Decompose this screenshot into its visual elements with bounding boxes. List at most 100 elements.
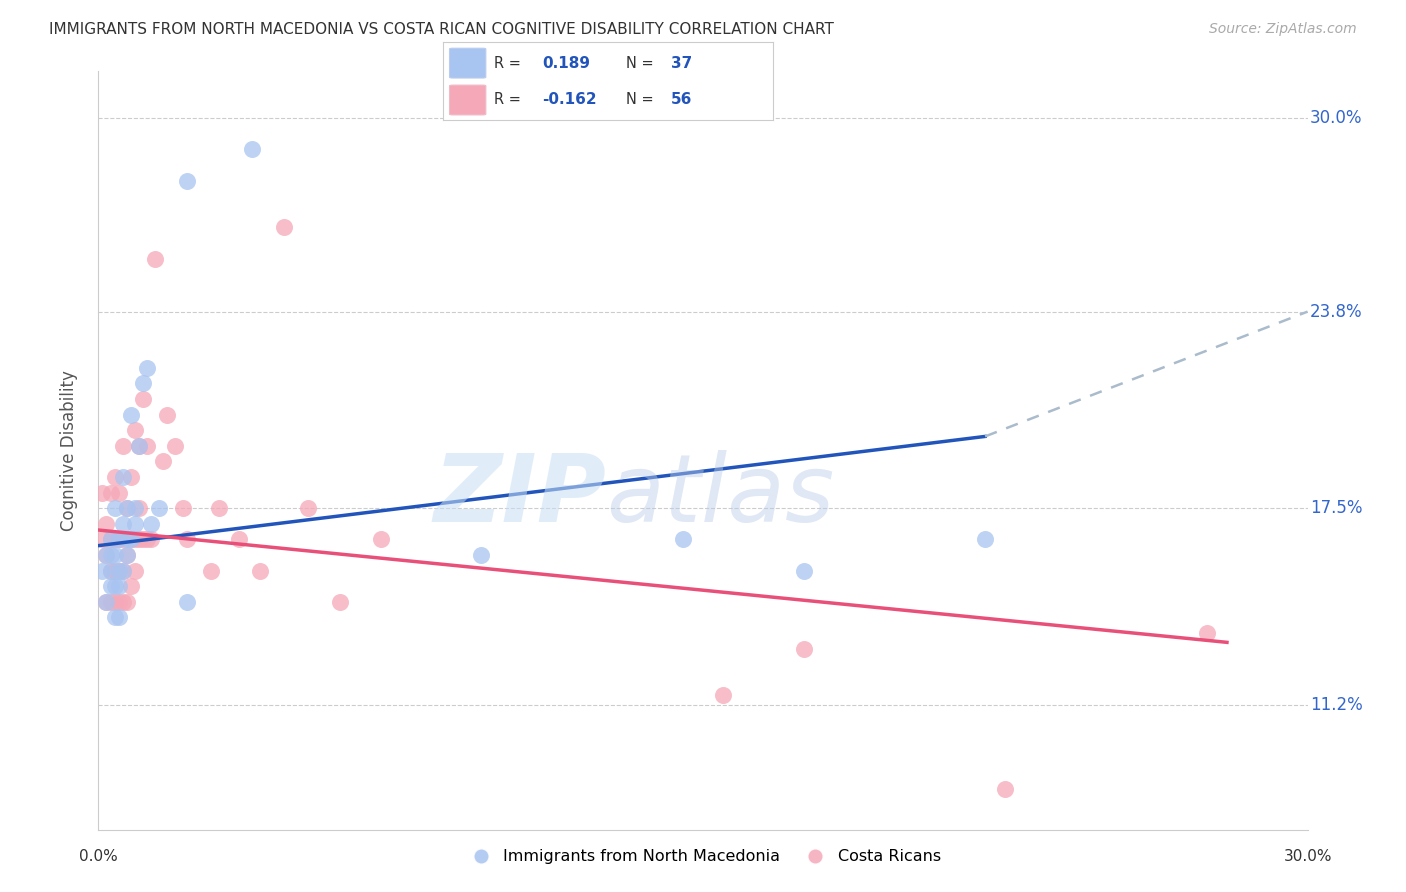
Point [111, 564, 134, 578]
Text: R =: R = [494, 55, 526, 70]
Point [128, 501, 150, 516]
Point [111, 564, 134, 578]
Point [470, 548, 492, 562]
Point [111, 533, 134, 547]
Point [1195, 626, 1218, 640]
Point [228, 533, 250, 547]
Point [135, 439, 157, 453]
Y-axis label: Cognitive Disability: Cognitive Disability [59, 370, 77, 531]
Point [172, 501, 194, 516]
Point [100, 533, 122, 547]
Point [115, 548, 138, 562]
Point [115, 501, 138, 516]
Point [107, 564, 129, 578]
Text: 23.8%: 23.8% [1310, 302, 1362, 320]
Point [124, 533, 146, 547]
Point [135, 360, 157, 375]
Point [115, 595, 138, 609]
Point [111, 439, 134, 453]
Point [103, 595, 125, 609]
Point [103, 579, 125, 593]
Point [103, 470, 125, 484]
Text: IMMIGRANTS FROM NORTH MACEDONIA VS COSTA RICAN COGNITIVE DISABILITY CORRELATION : IMMIGRANTS FROM NORTH MACEDONIA VS COSTA… [49, 22, 834, 37]
Point [200, 564, 222, 578]
Point [124, 501, 146, 516]
Text: 37: 37 [671, 55, 692, 70]
Text: 11.2%: 11.2% [1310, 696, 1362, 714]
Point [711, 689, 734, 703]
Point [103, 533, 125, 547]
Text: atlas: atlas [606, 450, 835, 541]
Point [103, 610, 125, 624]
Point [297, 501, 319, 516]
Text: R =: R = [494, 92, 526, 107]
Point [115, 548, 138, 562]
Point [128, 533, 150, 547]
Point [163, 439, 186, 453]
Point [128, 439, 150, 453]
Text: N =: N = [626, 55, 658, 70]
Point [120, 408, 142, 422]
Point [115, 501, 138, 516]
Point [115, 533, 138, 547]
Point [793, 564, 815, 578]
Point [124, 423, 146, 437]
Point [91, 564, 114, 578]
Point [100, 579, 122, 593]
Text: -0.162: -0.162 [543, 92, 596, 107]
Text: Source: ZipAtlas.com: Source: ZipAtlas.com [1209, 22, 1357, 37]
Point [107, 579, 129, 593]
Point [96, 595, 118, 609]
Point [111, 470, 134, 484]
Point [132, 392, 155, 406]
Text: ZIP: ZIP [433, 450, 606, 542]
Point [100, 548, 122, 562]
Point [329, 595, 352, 609]
Point [994, 782, 1017, 797]
Point [128, 439, 150, 453]
Point [273, 220, 295, 235]
Legend: Immigrants from North Macedonia, Costa Ricans: Immigrants from North Macedonia, Costa R… [458, 843, 948, 871]
Point [143, 252, 166, 266]
Point [793, 641, 815, 656]
Text: 0.189: 0.189 [543, 55, 591, 70]
Point [100, 564, 122, 578]
FancyBboxPatch shape [450, 85, 486, 115]
Point [240, 142, 263, 156]
Text: 17.5%: 17.5% [1310, 500, 1362, 517]
Text: 30.0%: 30.0% [1310, 109, 1362, 128]
Point [135, 533, 157, 547]
Point [91, 485, 114, 500]
Point [100, 485, 122, 500]
Point [176, 595, 198, 609]
Point [132, 376, 155, 391]
Point [152, 454, 174, 468]
Text: 56: 56 [671, 92, 692, 107]
Point [249, 564, 271, 578]
FancyBboxPatch shape [450, 48, 486, 78]
Point [96, 595, 118, 609]
Point [120, 533, 142, 547]
Point [176, 173, 198, 187]
Point [107, 564, 129, 578]
Point [124, 564, 146, 578]
Point [103, 548, 125, 562]
Point [111, 516, 134, 531]
Point [132, 533, 155, 547]
Point [100, 595, 122, 609]
Text: N =: N = [626, 92, 658, 107]
Point [96, 516, 118, 531]
Point [208, 501, 231, 516]
Point [91, 533, 114, 547]
Point [156, 408, 179, 422]
Point [96, 548, 118, 562]
Point [176, 533, 198, 547]
Point [148, 501, 170, 516]
Point [103, 564, 125, 578]
Point [107, 533, 129, 547]
Point [120, 579, 142, 593]
Point [139, 516, 162, 531]
Point [100, 564, 122, 578]
Point [124, 516, 146, 531]
Text: 30.0%: 30.0% [1284, 848, 1331, 863]
